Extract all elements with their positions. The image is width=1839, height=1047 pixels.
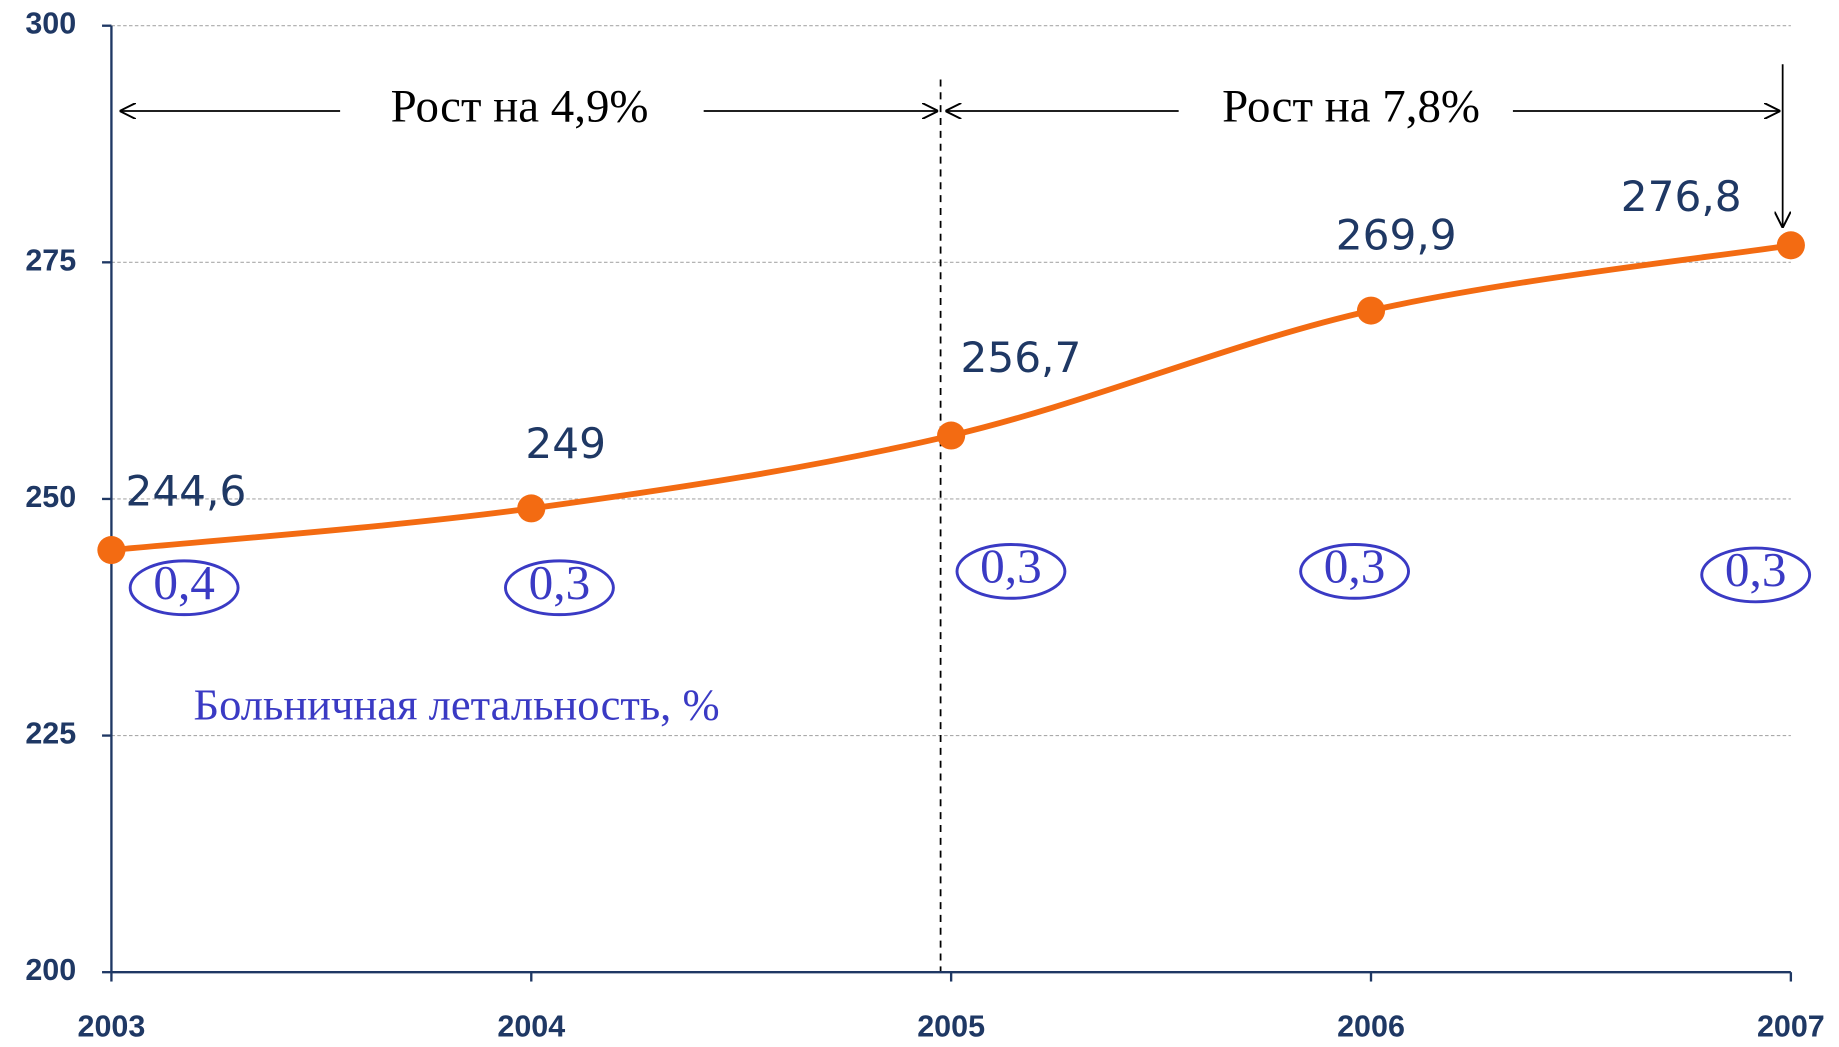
data-label: 249 xyxy=(525,419,606,468)
y-tick-label: 275 xyxy=(25,243,76,277)
data-label: 276,8 xyxy=(1621,172,1742,221)
x-tick-label: 2004 xyxy=(497,1009,565,1043)
y-tick-label: 200 xyxy=(25,953,76,987)
x-tick-label: 2005 xyxy=(917,1009,985,1043)
x-tick-label: 2003 xyxy=(78,1009,146,1043)
plot: Рост на 4,9% Рост на 7,8% Больничная лет… xyxy=(25,7,1824,1044)
data-label: 256,7 xyxy=(961,333,1082,382)
x-tick-label: 2007 xyxy=(1757,1009,1825,1043)
data-label: 269,9 xyxy=(1336,211,1457,260)
lethality-oval xyxy=(504,559,615,617)
lethality-label: 0,3 xyxy=(980,539,1042,594)
point xyxy=(937,421,966,450)
lethality-label: 0,4 xyxy=(153,555,215,610)
lethality-oval xyxy=(128,559,240,617)
y-tick-label: 225 xyxy=(25,717,76,751)
y-tick-label: 300 xyxy=(25,7,76,41)
point xyxy=(517,494,546,523)
annotation: Рост на 7,8% xyxy=(1222,81,1480,133)
legend-label: Больничная летальность, % xyxy=(194,680,720,730)
data-label: 244,6 xyxy=(125,467,246,516)
lethality-oval xyxy=(955,543,1067,600)
line xyxy=(111,242,1792,553)
x-tick-label: 2006 xyxy=(1337,1009,1405,1043)
point xyxy=(1776,231,1805,260)
y-tick-label: 250 xyxy=(25,480,76,514)
lethality-oval xyxy=(1700,546,1812,604)
point xyxy=(1356,296,1386,325)
point xyxy=(97,536,126,565)
lethality-label: 0,3 xyxy=(1324,539,1386,594)
lethality-label: 0,3 xyxy=(529,555,591,610)
annotation: Рост на 4,9% xyxy=(391,81,649,133)
lethality-label: 0,3 xyxy=(1725,542,1787,597)
lethality-oval xyxy=(1299,543,1410,600)
